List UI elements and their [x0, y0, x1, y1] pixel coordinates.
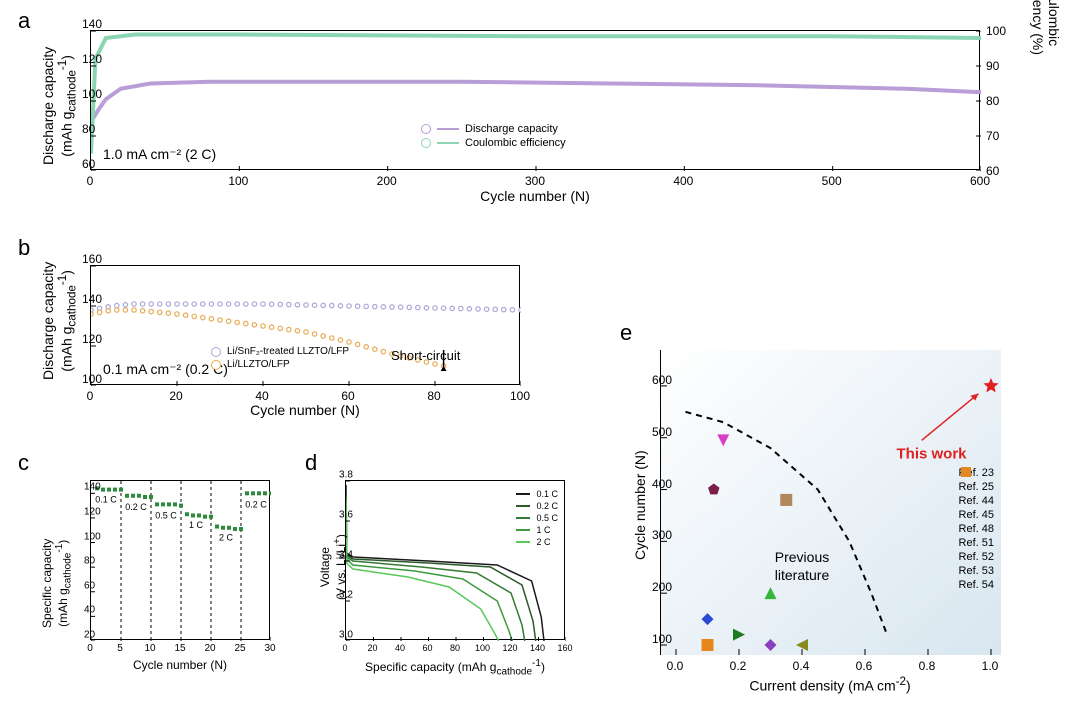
- svg-text:Previous: Previous: [775, 549, 829, 565]
- panel-b-ylabel: Discharge capacity(mAh gcathode-1): [40, 262, 78, 380]
- panel-e-xlabel: Current density (mA cm-2): [660, 675, 1000, 694]
- panel-b-xlabel: Cycle number (N): [90, 402, 520, 418]
- panel-e-legend: Ref. 23Ref. 25Ref. 44Ref. 45Ref. 48Ref. …: [959, 465, 994, 593]
- panel-c-xlabel: Cycle number (N): [90, 658, 270, 672]
- panel-d-label: d: [305, 450, 317, 476]
- chart-a: 1.0 mA cm⁻² (2 C) Discharge capacity Cou…: [90, 30, 980, 170]
- svg-text:2 C: 2 C: [219, 533, 234, 543]
- chart-e: This work Previous literature Ref. 23Ref. …: [660, 350, 1000, 655]
- chart-e-svg: This work Previous literature: [661, 350, 1001, 655]
- panel-e-label: e: [620, 320, 632, 346]
- svg-text:0.1 C: 0.1 C: [95, 494, 117, 504]
- svg-text:literature: literature: [775, 567, 830, 583]
- panel-a-legend: Discharge capacity Coulombic efficiency: [421, 121, 566, 151]
- panel-b-short: Short-circuit: [391, 348, 460, 363]
- panel-b-label: b: [18, 235, 30, 261]
- legend-a-2: Coulombic efficiency: [465, 137, 566, 149]
- legend-b-1: Li/SnF₂-treated LLZTO/LFP: [227, 346, 349, 357]
- panel-b-inner: 0.1 mA cm⁻² (0.2 C): [103, 361, 228, 378]
- chart-d: 0.1 C0.2 C0.5 C1 C2 C: [345, 480, 565, 640]
- panel-a-ylabel-left: Discharge capacity(mAh gcathode-1): [40, 47, 78, 165]
- svg-text:0.2 C: 0.2 C: [245, 499, 267, 509]
- svg-text:0.2 C: 0.2 C: [125, 502, 147, 512]
- panel-a-xlabel: Cycle number (N): [90, 188, 980, 204]
- panel-e-ylabel: Cycle number (N): [632, 450, 648, 560]
- panel-d-legend: 0.1 C0.2 C0.5 C1 C2 C: [516, 487, 558, 549]
- panel-c-ylabel: Specific capacity(mAh gcathode-1): [40, 539, 73, 628]
- svg-text:1 C: 1 C: [189, 520, 204, 530]
- chart-c: 0.1 C 0.2 C 0.5 C 1 C 2 C 0.2 C: [90, 480, 270, 640]
- svg-text:0.5 C: 0.5 C: [155, 510, 177, 520]
- legend-b-2: Li/LLZTO/LFP: [227, 359, 290, 370]
- panel-d-xlabel: Specific capacity (mAh gcathode-1): [345, 658, 565, 677]
- panel-c-label: c: [18, 450, 29, 476]
- panel-a-inner: 1.0 mA cm⁻² (2 C): [103, 146, 216, 163]
- chart-b: 0.1 mA cm⁻² (0.2 C) Li/SnF₂-treated LLZT…: [90, 265, 520, 385]
- panel-a-label: a: [18, 8, 30, 34]
- chart-c-svg: 0.1 C 0.2 C 0.5 C 1 C 2 C 0.2 C: [91, 481, 271, 641]
- svg-text:This work: This work: [897, 445, 968, 462]
- panel-b-legend: Li/SnF₂-treated LLZTO/LFP Li/LLZTO/LFP: [211, 344, 349, 372]
- panel-a-ylabel-right: Coulombicefficiency (%): [1030, 0, 1062, 55]
- legend-a-1: Discharge capacity: [465, 123, 558, 135]
